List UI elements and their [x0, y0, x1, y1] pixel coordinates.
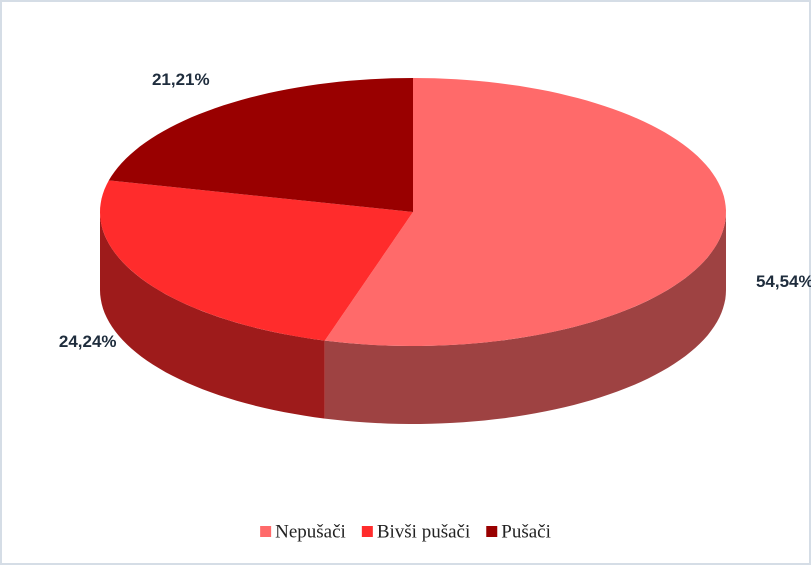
data-label: 21,21% [152, 70, 210, 89]
legend-label: Nepušači [275, 521, 346, 542]
slice [100, 180, 413, 341]
pie-tops [100, 78, 726, 346]
legend: Nepušači Bivši pušači Pušači [260, 521, 551, 542]
slice [324, 78, 726, 346]
data-label: 54,54% [756, 272, 811, 291]
data-label: 24,24% [59, 332, 117, 351]
slice-side [100, 212, 325, 419]
legend-label: Bivši pušači [377, 521, 470, 542]
slice [108, 78, 414, 212]
legend-label: Pušači [501, 521, 551, 542]
data-labels: 54,54% 24,24% 21,21% [59, 70, 811, 351]
legend-swatch [361, 526, 373, 537]
slice-side [324, 212, 726, 424]
legend-swatch [486, 526, 498, 537]
pie-sides [100, 212, 726, 424]
legend-swatch [260, 526, 272, 537]
